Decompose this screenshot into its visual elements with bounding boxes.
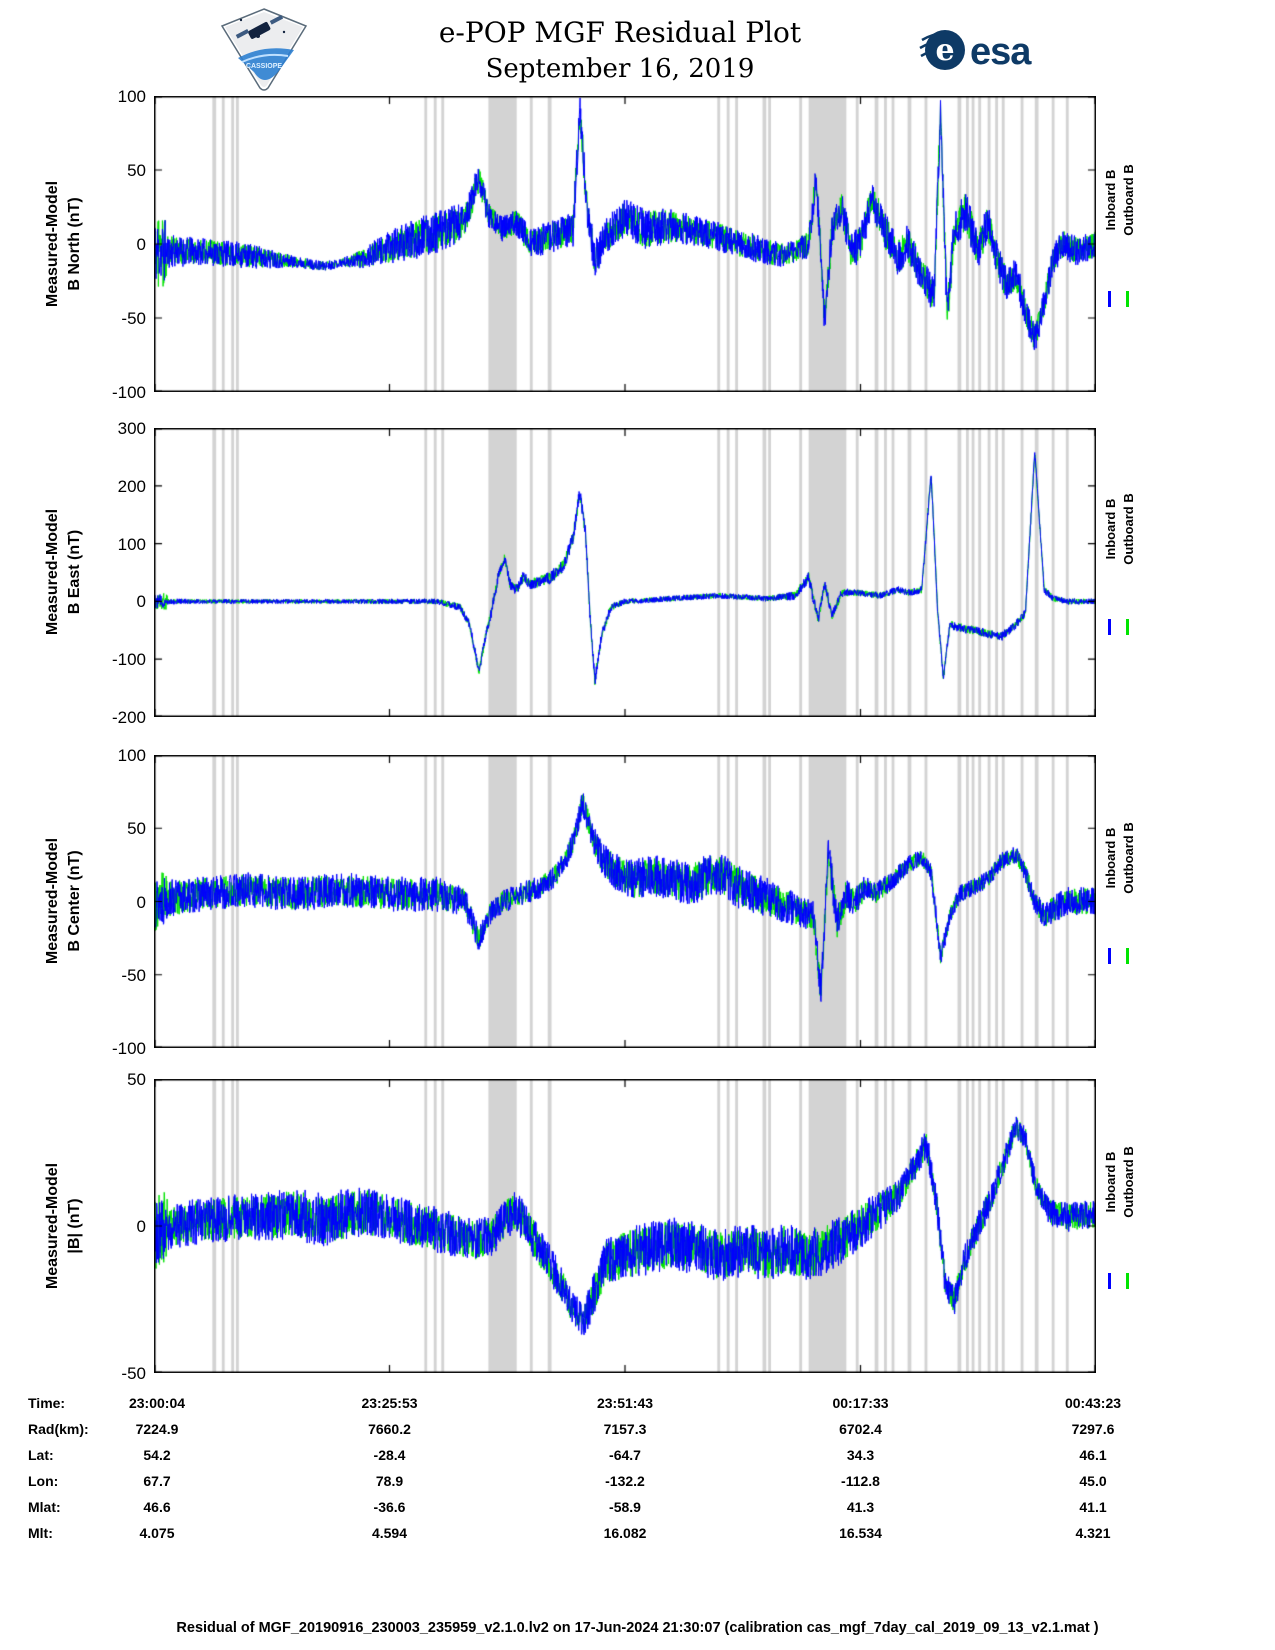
axis-table-cell: 41.1 [1079,1499,1107,1515]
y-axis-label-line1: Measured-Model [44,180,61,308]
y-tick-label: -50 [121,309,146,328]
y-tick-label: 200 [117,476,146,496]
y-axis-label-b-east: Measured-Model B East (nT) [42,509,86,635]
legend-outboard-label: Outboard B [1121,164,1136,236]
axis-table-row-label: Mlat: [28,1499,61,1515]
y-tick-label: 50 [127,161,146,180]
y-axis-label-line1: Measured-Model [44,837,61,965]
legend-outboard-label: Outboard B [1121,493,1136,565]
y-tick-label: 50 [127,1070,146,1089]
y-tick-label: -100 [111,383,146,402]
legend-inboard-swatch [1108,948,1111,964]
y-tick-label: 100 [117,534,146,554]
axis-table-cell: 67.7 [143,1473,171,1489]
y-tick-label: 100 [117,87,146,106]
footer-text: Residual of MGF_20190916_230003_235959_v… [176,1620,1099,1636]
legend-outboard-label: Outboard B [1121,822,1136,894]
esa-logo-text: esa [970,31,1032,73]
axis-table-cell: -28.4 [373,1447,406,1463]
axis-table-row-label: Lat: [28,1447,54,1463]
legend-inboard-label: Inboard B [1103,1151,1118,1213]
axis-table-row-label: Mlt: [28,1525,53,1541]
axis-table-cell: 16.082 [603,1525,647,1541]
axis-table-cell: 4.594 [371,1525,408,1541]
axis-table-cell: 46.6 [143,1499,171,1515]
esa-logo: e esa [919,30,1033,73]
legend-outboard-label: Outboard B [1121,1146,1136,1218]
axis-table-cell: 34.3 [846,1447,875,1463]
axis-table-cell: 16.534 [839,1525,882,1541]
y-tick-label: -200 [111,708,146,727]
y-axis-label-line2: B East (nT) [66,529,83,615]
svg-text:e: e [935,33,954,68]
axis-table-cell: 7157.3 [603,1421,647,1437]
y-tick-label: 0 [136,892,146,912]
y-tick-label: 100 [117,746,146,765]
legend-inboard-label: Inboard B [1103,498,1118,560]
axis-table-cell: 7660.2 [368,1421,411,1437]
y-tick-label: -100 [111,650,146,670]
b-center-plot-canvas [154,755,1096,1048]
y-tick-label: -100 [111,1039,146,1058]
b-east-plot-canvas [154,428,1096,717]
axis-table-cell: 54.2 [143,1447,171,1463]
axis-table-cell: 4.321 [1075,1525,1111,1541]
axis-table-row-label: Lon: [28,1473,59,1489]
axis-table-cell: 45.0 [1079,1473,1107,1489]
y-axis-label-line1: Measured-Model [44,508,61,636]
y-tick-label: -50 [121,965,146,985]
y-tick-label: 0 [136,1217,146,1236]
y-tick-label: 300 [117,419,146,438]
axis-table-cell: 23:00:04 [128,1395,186,1411]
axis-table-cell: 00:17:33 [832,1395,889,1411]
axis-table-cell: -112.8 [841,1473,880,1489]
b-magnitude-plot-canvas [154,1079,1096,1373]
axis-table-cell: -36.6 [373,1499,406,1515]
axis-table-cell: 23:51:43 [596,1395,654,1411]
axis-table-row-label: Time: [28,1395,66,1411]
cassiope-mission-patch-logo: CASSIOPE [220,8,308,91]
y-tick-label: 50 [127,819,146,839]
legend-inboard-swatch [1108,619,1111,635]
axis-table-cell: 7224.9 [135,1421,179,1437]
legend-outboard-swatch [1126,291,1129,307]
axis-table-cell: -58.9 [609,1499,641,1515]
legend-inboard-label: Inboard B [1103,169,1118,231]
legend-outboard-swatch [1126,619,1129,635]
axis-table-cell: 00:43:23 [1064,1395,1122,1411]
axis-table-cell: 6702.4 [839,1421,882,1437]
b-north-plot-canvas [154,96,1096,392]
axis-table-cell: 78.9 [375,1473,404,1489]
axis-table-cell: -64.7 [609,1447,641,1463]
y-tick-label: -50 [121,1364,146,1383]
legend-outboard-swatch [1126,1273,1129,1289]
y-tick-label: 0 [136,592,146,612]
axis-table-cell: 7297.6 [1071,1421,1115,1437]
legend-inboard-swatch [1108,291,1111,307]
legend-outboard-swatch [1126,948,1129,964]
legend-inboard-swatch [1108,1273,1111,1289]
y-axis-label-line1: Measured-Model [44,1162,61,1290]
axis-table-cell: 23:25:53 [361,1395,418,1411]
axis-table-cell: 46.1 [1079,1447,1107,1463]
legend-inboard-label: Inboard B [1103,827,1118,889]
cassiope-patch-label: CASSIOPE [246,63,283,70]
plot-date: September 16, 2019 [485,54,755,84]
plot-title: e-POP MGF Residual Plot [438,16,802,49]
axis-table-cell: 4.075 [139,1525,175,1541]
axis-table-cell: -132.2 [605,1473,645,1489]
axis-table-row-label: Rad(km): [28,1421,89,1437]
axis-table-cell: 41.3 [846,1499,875,1515]
y-tick-label: 0 [136,235,146,254]
